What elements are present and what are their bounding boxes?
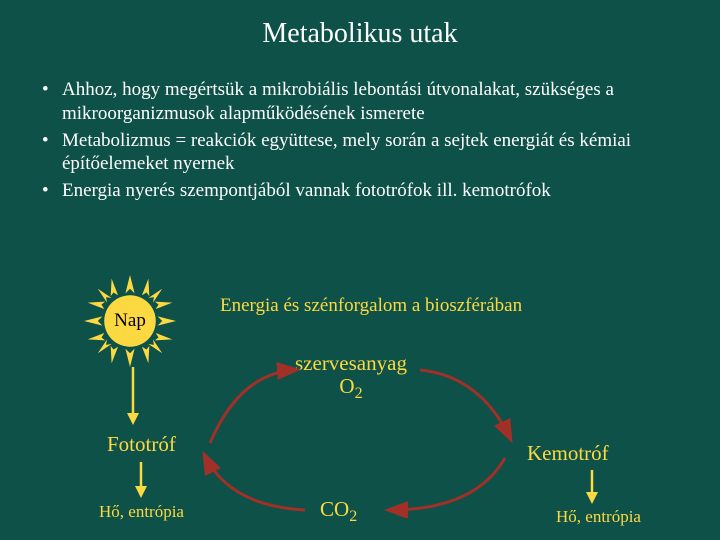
cycle-arrows (180, 358, 530, 518)
arc-organic-to-kemotrof (420, 370, 510, 438)
fototrof-label: Fototróf (107, 432, 176, 457)
sun-label: Nap (114, 310, 146, 332)
bullet-item: Metabolizmus = reakciók együttese, mely … (62, 129, 680, 177)
bullet-list: Ahhoz, hogy megértsük a mikrobiális lebo… (0, 50, 720, 203)
bullet-item: Energia nyerés szempontjából vannak foto… (62, 179, 680, 203)
biosphere-caption: Energia és szénforgalom a bioszférában (220, 295, 522, 317)
arrow-fototrof-to-heat (131, 460, 151, 500)
sun-node: Nap (84, 275, 176, 367)
arrow-kemotrof-to-heat (582, 468, 602, 506)
page-title: Metabolikus utak (0, 0, 720, 50)
arrow-sun-to-fototrof (123, 365, 143, 427)
bullet-item: Ahhoz, hogy megértsük a mikrobiális lebo… (62, 78, 680, 126)
arc-fototrof-to-organic (210, 370, 295, 443)
heat-entropy-left: Hő, entrópia (99, 502, 184, 522)
arc-kemotrof-to-co2 (390, 458, 505, 510)
heat-entropy-right: Hő, entrópia (556, 507, 641, 527)
arc-co2-to-fototrof (205, 456, 305, 510)
kemotrof-label: Kemotróf (527, 441, 609, 466)
